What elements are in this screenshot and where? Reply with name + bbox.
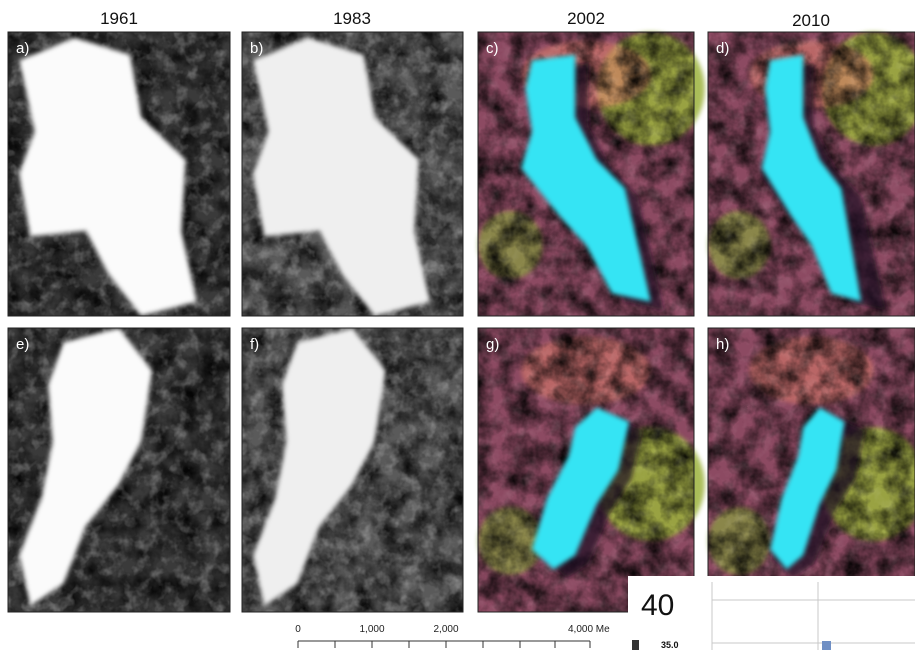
image-panel: f) [242, 328, 463, 612]
inset-tick-label: 40 [641, 589, 674, 622]
inset-marker [822, 641, 831, 650]
scale-label: 1,000 [359, 624, 384, 635]
scale-label: 2,000 [433, 624, 458, 635]
column-headers: 1961 1983 2002 2010 [100, 9, 830, 30]
image-panel: c) [478, 32, 705, 316]
panel-label: g) [486, 336, 499, 353]
panel-label: b) [250, 40, 263, 57]
image-panel: e) [8, 328, 230, 612]
column-header: 1983 [333, 9, 371, 28]
image-panel: b) [242, 32, 463, 316]
panel-label: a) [16, 40, 29, 57]
image-panel: d) [708, 32, 915, 316]
panel-label: h) [716, 336, 729, 353]
panel-label: e) [16, 336, 29, 353]
panel-label: c) [486, 40, 499, 57]
scale-label: 0 [295, 624, 301, 635]
panel-label: f) [250, 336, 259, 353]
scale-label: 4,000 Me [568, 624, 610, 635]
image-panel: g) [478, 328, 705, 612]
column-header: 1961 [100, 9, 138, 28]
column-header: 2002 [567, 9, 605, 28]
column-header: 2010 [792, 11, 830, 30]
inset-axis-title-fragment [632, 640, 639, 650]
inset-chart: 40 35.0 [628, 576, 915, 650]
figure: a) b) c) d) e) f) g) h) 1961 1983 2002 2010 0 1… [0, 0, 915, 650]
panel-label: d) [716, 40, 729, 57]
image-panel: a) [8, 32, 230, 316]
image-panel: h) [708, 328, 915, 612]
inset-tick-label: 35.0 [661, 640, 679, 650]
scale-bar: 0 1,000 2,000 4,000 Me [295, 624, 610, 648]
